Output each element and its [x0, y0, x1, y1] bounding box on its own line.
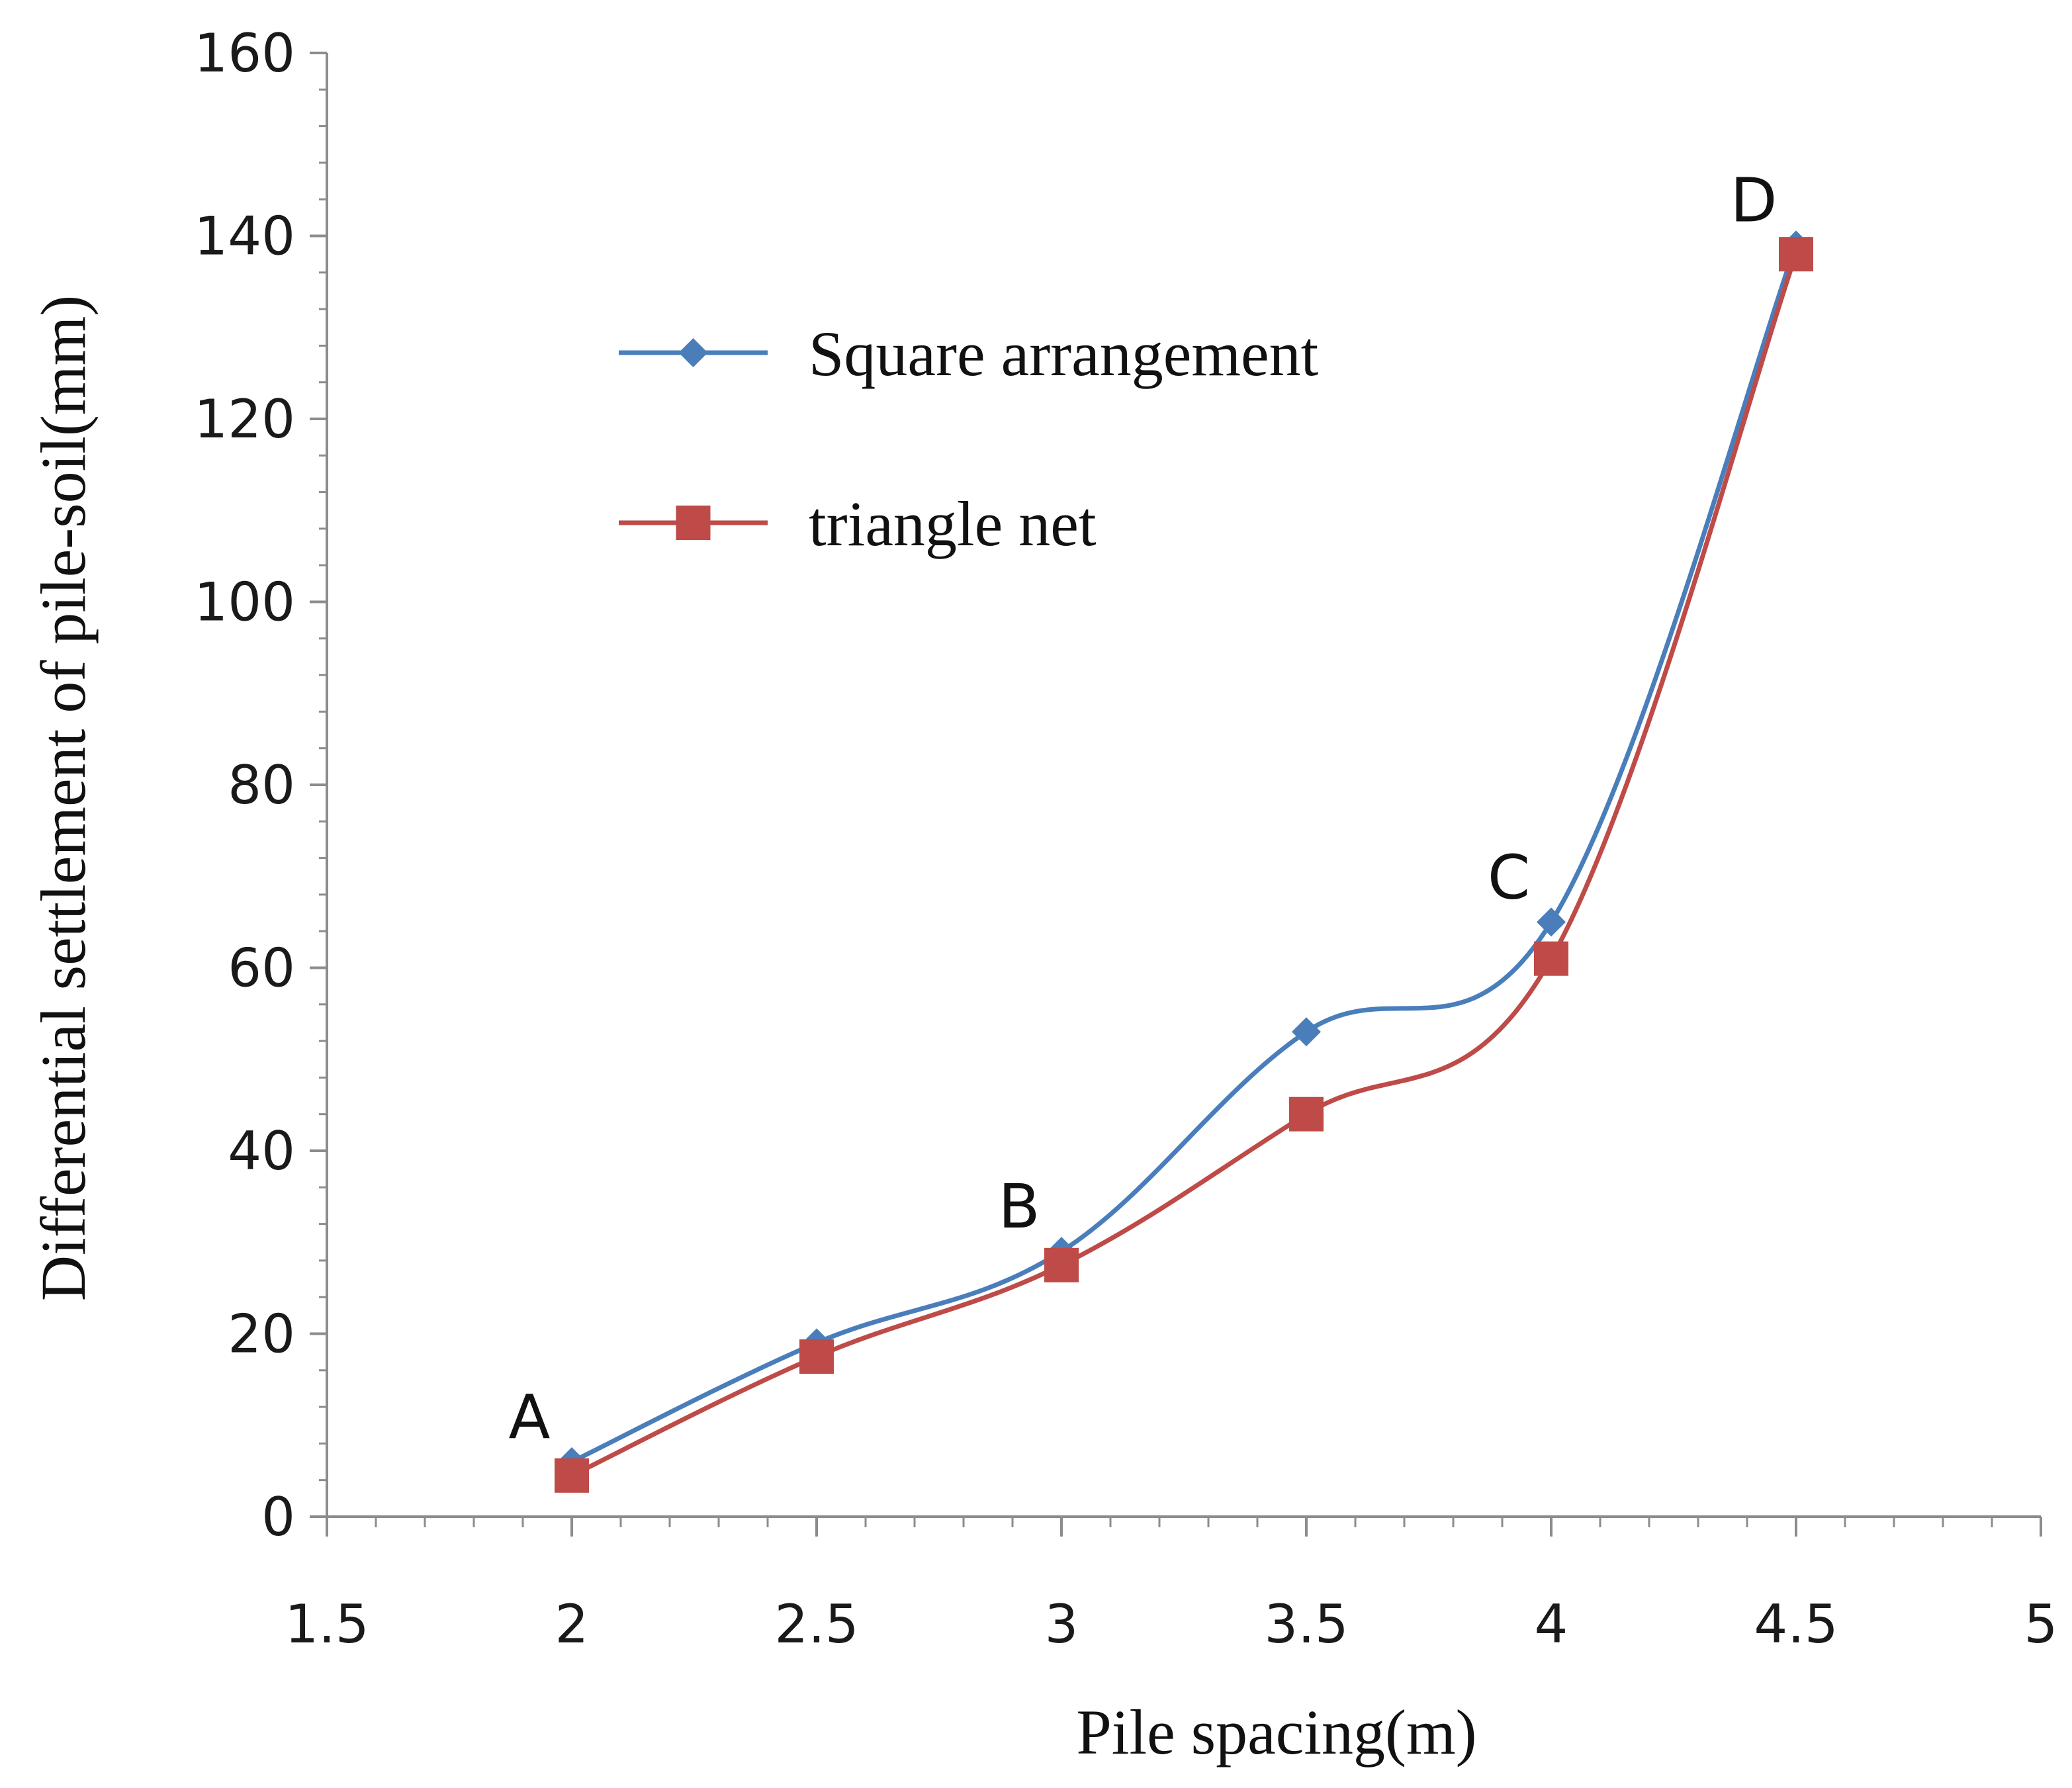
legend-diamond-marker [678, 338, 708, 367]
y-tick-label: 80 [228, 754, 295, 816]
y-tick-label: 120 [194, 388, 295, 450]
data-point-triangle-net [1779, 237, 1813, 272]
x-axis-title: Pile spacing(m) [1076, 1697, 1476, 1767]
x-tick-label: 2.5 [774, 1593, 858, 1655]
y-tick-label: 20 [228, 1304, 295, 1365]
point-label-a: A [509, 1382, 551, 1453]
data-point-triangle-net [799, 1339, 834, 1374]
point-label-c: C [1488, 842, 1530, 913]
x-tick-label: 2 [555, 1593, 589, 1655]
y-tick-label: 140 [194, 206, 295, 267]
point-label-d: D [1731, 165, 1778, 236]
legend: Square arrangement triangle net [619, 318, 1319, 559]
x-tick-label: 3 [1045, 1593, 1079, 1655]
x-tick-label: 1.5 [285, 1593, 369, 1655]
x-tick-label: 5 [2024, 1593, 2058, 1655]
x-tick-label: 4 [1535, 1593, 1568, 1655]
y-tick-label: 0 [261, 1486, 295, 1548]
data-point-square-arrangement [1292, 1017, 1321, 1047]
axes: 0 20 40 60 80 100 120 140 160 1.5 2 2.5 3 3.5 4 4.5 5 [194, 22, 2057, 1655]
y-tick-label: 60 [228, 938, 295, 999]
point-label-b: B [998, 1171, 1040, 1242]
series-markers [555, 230, 1813, 1493]
legend-item-triangle-net: triangle net [619, 488, 1097, 559]
x-tick-label: 4.5 [1754, 1593, 1838, 1655]
point-annotations: A B C D [509, 165, 1778, 1453]
y-tick-label: 160 [194, 22, 295, 84]
legend-label-triangle-net: triangle net [809, 488, 1097, 559]
legend-square-marker [676, 506, 711, 540]
y-tick-label: 40 [228, 1120, 295, 1182]
y-axis-title: Differential settlement of pile-soil(mm) [28, 295, 99, 1301]
data-point-triangle-net [1044, 1247, 1079, 1282]
legend-label-square-arrangement: Square arrangement [809, 318, 1319, 389]
y-tick-label: 100 [194, 572, 295, 633]
legend-item-square-arrangement: Square arrangement [619, 318, 1319, 389]
x-tick-label: 3.5 [1264, 1593, 1348, 1655]
data-point-square-arrangement [1537, 907, 1566, 937]
data-point-triangle-net [1534, 941, 1568, 976]
data-point-triangle-net [555, 1458, 589, 1493]
data-point-triangle-net [1289, 1096, 1324, 1132]
